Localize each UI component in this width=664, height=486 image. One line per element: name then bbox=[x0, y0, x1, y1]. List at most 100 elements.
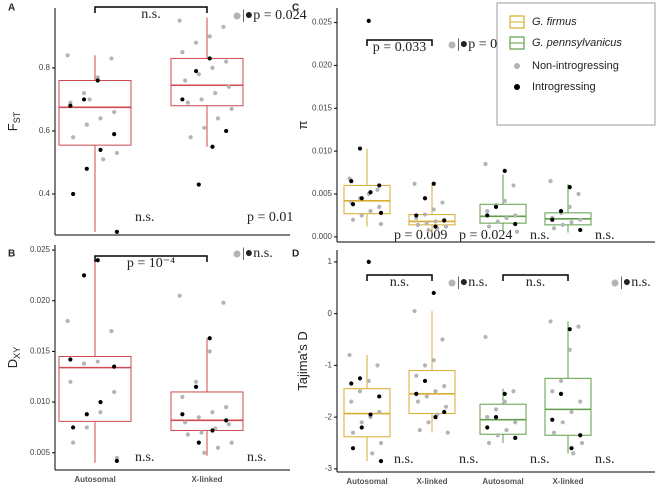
y-tick-label: 0.010 bbox=[30, 397, 51, 406]
point-non-introgressing bbox=[569, 409, 574, 415]
point-non-introgressing bbox=[101, 157, 106, 162]
point-introgressing bbox=[578, 433, 583, 438]
point-non-introgressing bbox=[114, 150, 119, 156]
point-introgressing bbox=[180, 97, 185, 102]
point-introgressing bbox=[493, 204, 499, 209]
point-non-introgressing bbox=[68, 379, 73, 384]
point-non-introgressing bbox=[486, 224, 492, 229]
point-non-introgressing bbox=[210, 65, 215, 71]
point-introgressing bbox=[377, 394, 382, 399]
bottom-label: n.s. bbox=[394, 452, 413, 467]
point-introgressing bbox=[422, 378, 428, 384]
legend-artifact-dot bbox=[233, 12, 241, 20]
box bbox=[408, 370, 456, 415]
point-introgressing bbox=[210, 144, 215, 149]
point-introgressing bbox=[81, 97, 87, 102]
bracket-label: p = 10⁻⁴ bbox=[127, 256, 175, 271]
point-non-introgressing bbox=[81, 361, 87, 366]
side-label: |●n.s. bbox=[242, 246, 273, 261]
x-tick-label: Autosomal bbox=[482, 477, 523, 486]
point-introgressing bbox=[95, 258, 100, 263]
y-axis-label: Tajima's D bbox=[295, 331, 310, 391]
bracket bbox=[366, 274, 433, 281]
y-tick-label: 0.4 bbox=[39, 189, 51, 198]
point-non-introgressing bbox=[188, 135, 193, 140]
point-non-introgressing bbox=[560, 222, 565, 227]
point-introgressing bbox=[550, 417, 555, 422]
point-introgressing bbox=[485, 213, 490, 218]
point-introgressing bbox=[378, 459, 384, 464]
point-introgressing bbox=[114, 229, 119, 234]
point-non-introgressing bbox=[95, 75, 100, 80]
point-non-introgressing bbox=[180, 50, 185, 55]
bottom-label: n.s. bbox=[459, 452, 478, 467]
point-introgressing bbox=[193, 384, 199, 389]
point-non-introgressing bbox=[514, 229, 520, 234]
point-non-introgressing bbox=[98, 116, 103, 121]
point-non-introgressing bbox=[511, 389, 516, 394]
point-non-introgressing bbox=[426, 227, 431, 233]
point-non-introgressing bbox=[443, 224, 449, 229]
point-introgressing bbox=[414, 213, 419, 218]
point-introgressing bbox=[431, 181, 436, 186]
point-non-introgressing bbox=[579, 440, 585, 446]
bottom-label: n.s. bbox=[530, 228, 549, 243]
point-introgressing bbox=[98, 399, 103, 405]
bottom-label: p = 0.024 bbox=[459, 228, 512, 243]
y-tick-label: 0.000 bbox=[312, 232, 333, 241]
y-axis-label: DXY bbox=[5, 347, 22, 368]
legend-artifact-dot bbox=[448, 41, 456, 49]
y-tick-label: 0.005 bbox=[30, 448, 51, 457]
x-tick-label: X-linked bbox=[552, 477, 583, 486]
box bbox=[58, 80, 132, 146]
bracket-label: n.s. bbox=[390, 275, 409, 290]
point-non-introgressing bbox=[377, 409, 382, 415]
point-non-introgressing bbox=[433, 389, 438, 394]
point-non-introgressing bbox=[433, 219, 438, 224]
point-non-introgressing bbox=[550, 389, 555, 394]
panel-letter: D bbox=[292, 249, 299, 260]
point-introgressing bbox=[558, 209, 564, 214]
point-non-introgressing bbox=[445, 430, 450, 435]
point-introgressing bbox=[368, 412, 373, 417]
point-non-introgressing bbox=[199, 97, 204, 102]
point-non-introgressing bbox=[567, 204, 572, 209]
point-introgressing bbox=[378, 210, 384, 215]
y-tick-label: -3 bbox=[325, 464, 333, 473]
y-tick-label: 0.015 bbox=[30, 347, 51, 356]
point-introgressing bbox=[422, 196, 428, 201]
bottom-label: n.s. bbox=[135, 210, 154, 225]
point-introgressing bbox=[68, 103, 73, 108]
legend-artifact-dot bbox=[448, 279, 456, 287]
point-introgressing bbox=[366, 259, 371, 265]
point-non-introgressing bbox=[215, 445, 221, 450]
y-tick-label: 0.005 bbox=[312, 189, 333, 198]
point-non-introgressing bbox=[415, 399, 421, 404]
point-introgressing bbox=[502, 391, 507, 396]
point-introgressing bbox=[513, 221, 518, 227]
point-non-introgressing bbox=[513, 213, 518, 218]
point-non-introgressing bbox=[366, 378, 371, 384]
point-introgressing bbox=[368, 190, 373, 195]
point-introgressing bbox=[569, 446, 574, 451]
point-non-introgressing bbox=[185, 432, 190, 437]
point-introgressing bbox=[224, 128, 229, 134]
point-introgressing bbox=[224, 418, 229, 423]
panel-letter: B bbox=[8, 249, 15, 260]
y-tick-label: 0.010 bbox=[312, 146, 333, 155]
point-introgressing bbox=[84, 412, 89, 417]
point-non-introgressing bbox=[177, 293, 182, 298]
point-non-introgressing bbox=[193, 40, 199, 45]
y-tick-label: 0.025 bbox=[312, 18, 333, 27]
point-non-introgressing bbox=[71, 440, 76, 445]
point-introgressing bbox=[377, 183, 382, 188]
y-tick-label: 0.020 bbox=[30, 296, 51, 305]
point-non-introgressing bbox=[229, 106, 234, 111]
point-non-introgressing bbox=[578, 399, 583, 404]
point-non-introgressing bbox=[229, 440, 234, 445]
point-non-introgressing bbox=[443, 404, 449, 409]
point-non-introgressing bbox=[84, 425, 89, 430]
point-non-introgressing bbox=[578, 217, 583, 222]
side-label: |●n.s. bbox=[620, 275, 651, 290]
point-non-introgressing bbox=[71, 135, 76, 140]
